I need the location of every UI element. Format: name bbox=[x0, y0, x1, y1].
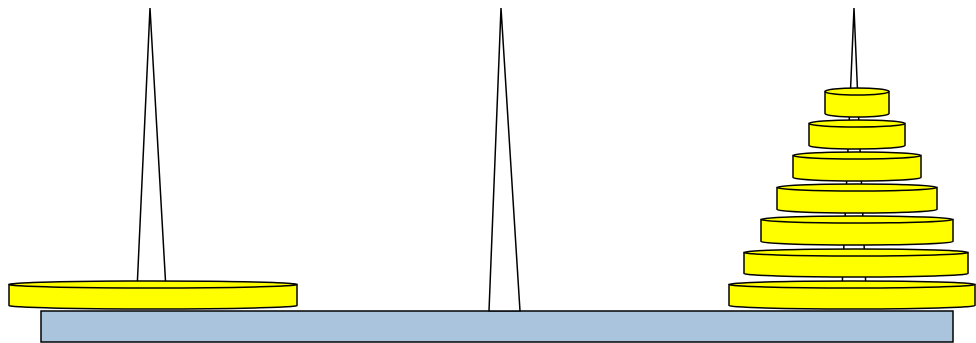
disk-top bbox=[9, 281, 297, 288]
disk-top bbox=[729, 281, 975, 288]
disk-top bbox=[825, 88, 889, 95]
peg bbox=[137, 8, 166, 290]
hanoi-scene bbox=[0, 0, 976, 343]
disk-top bbox=[761, 216, 953, 223]
disk-top bbox=[809, 120, 905, 127]
disk-top bbox=[777, 184, 937, 191]
base bbox=[41, 311, 953, 342]
disk-top bbox=[793, 152, 921, 159]
disk-top bbox=[744, 249, 968, 256]
peg bbox=[489, 8, 520, 311]
